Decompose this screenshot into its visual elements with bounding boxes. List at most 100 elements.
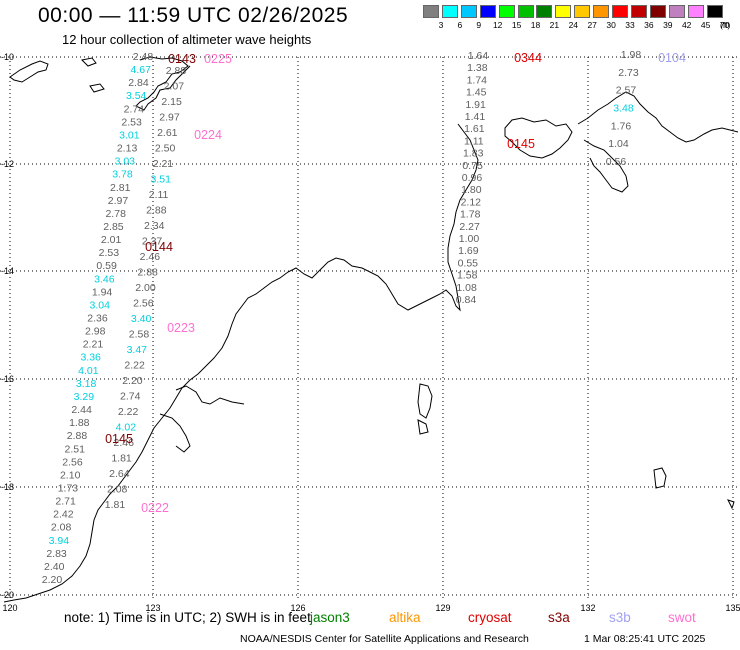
wave-height-observation: 2.37: [142, 236, 163, 248]
legend-swatch: [517, 5, 534, 18]
wave-height-observation: 4.01: [78, 365, 99, 377]
wave-height-observation: 1.04: [608, 138, 629, 150]
wave-height-observation: 3.94: [49, 535, 70, 547]
wave-height-observation: 2.53: [121, 116, 142, 128]
latitude-label: -10: [1, 52, 14, 62]
pass-time-label: 0143: [168, 52, 196, 66]
legend-label: 12: [492, 20, 503, 30]
wave-height-observation: 2.51: [65, 443, 86, 455]
legend-swatch: [460, 5, 477, 18]
satellite-key-cryosat: cryosat: [468, 610, 512, 625]
legend-swatch: [498, 5, 515, 18]
wave-height-observation: 2.57: [616, 85, 637, 97]
wave-height-observation: 2.20: [122, 375, 143, 387]
generated-timestamp: 1 Mar 08:25:41 UTC 2025: [584, 633, 706, 645]
wave-height-observation: 3.18: [76, 378, 97, 390]
wave-height-observation: 2.61: [157, 127, 178, 139]
wave-height-observation: 3.48: [613, 103, 634, 115]
legend-units: (ft): [720, 20, 731, 30]
wave-height-observation: 1.78: [460, 209, 481, 221]
latitude-label: -12: [1, 159, 14, 169]
wave-height-observation: 1.64: [468, 50, 489, 62]
legend-swatch: [536, 5, 553, 18]
lat-lon-grid: [0, 56, 740, 600]
wave-height-observation: 1.74: [467, 74, 488, 86]
wave-height-observation: 2.53: [99, 247, 120, 259]
wave-height-observation: 4.02: [116, 422, 137, 434]
wave-height-observation: 2.84: [128, 77, 149, 89]
wave-height-observation: 2.98: [85, 326, 106, 338]
coastline-northeast-peninsula: [577, 91, 739, 143]
wave-height-observation: 1.58: [457, 270, 478, 282]
wave-height-observation: 2.46: [140, 251, 161, 263]
legend-label: 9: [476, 20, 482, 30]
wave-height-observation: 0.59: [96, 260, 117, 272]
map-subtitle: 12 hour collection of altimeter wave hei…: [62, 32, 312, 47]
wave-height-observation: 2.08: [107, 484, 128, 496]
wave-height-observation: 2.42: [53, 509, 74, 521]
legend-swatch: [649, 5, 666, 18]
wave-height-observation: 2.88: [67, 430, 88, 442]
wave-height-observation: 1.88: [69, 417, 90, 429]
coastline: [3, 56, 739, 603]
pass-time-label: 0145: [507, 137, 535, 151]
wave-height-observation: 2.85: [103, 221, 124, 233]
legend-label: 42: [681, 20, 692, 30]
wave-height-observation: 3.51: [151, 174, 172, 186]
wave-height-observation: 1.83: [463, 148, 484, 160]
satellite-key-s3a: s3a: [548, 610, 570, 625]
coastline-mainland: [3, 123, 479, 603]
wave-height-observation: 0.96: [462, 172, 483, 184]
legend-swatch: [593, 5, 610, 18]
wave-height-observation: 2.56: [62, 456, 83, 468]
coastline-northeast: [504, 117, 573, 159]
legend-swatch: [441, 5, 458, 18]
pass-time-label: 0223: [167, 321, 195, 335]
coastline-gulf-inlet: [175, 385, 245, 405]
wave-height-observation: 2.71: [55, 496, 76, 508]
wave-height-observation: 1.73: [58, 482, 79, 494]
pass-time-label: 0344: [514, 51, 542, 65]
satellite-tracks: 2.484.672.843.542.742.533.012.133.033.78…: [42, 49, 642, 586]
wave-height-observation: 2.21: [153, 158, 174, 170]
wave-height-observation: 1.38: [467, 62, 488, 74]
legend-label: 24: [568, 20, 579, 30]
coastline-islet: [89, 83, 105, 93]
legend-swatch: [574, 5, 591, 18]
pass-time-label: 0222: [141, 501, 169, 515]
wave-height-observation: 2.81: [110, 182, 131, 194]
map-title: 00:00 — 11:59 UTC 02/26/2025: [38, 4, 349, 27]
wave-height-observation: 1.61: [464, 123, 485, 135]
wave-height-observation: 2.07: [164, 81, 185, 93]
wave-height-observation: 2.15: [161, 96, 182, 108]
coastline-island-east: [727, 499, 735, 510]
wave-height-observation: 2.10: [60, 469, 81, 481]
wave-height-observation: 2.83: [46, 548, 67, 560]
wave-height-observation: 2.27: [459, 221, 480, 233]
coastline-island: [417, 419, 429, 435]
wave-height-observation: 2.00: [135, 282, 156, 294]
pass-time-label: 0144: [145, 240, 173, 254]
coastline-island: [417, 383, 433, 419]
wave-height-observation: 2.64: [109, 468, 130, 480]
wave-height-observation: 2.40: [44, 561, 65, 573]
wave-height-observation: 3.78: [112, 169, 133, 181]
legend-label: 36: [644, 20, 654, 30]
wave-height-observation: 2.56: [133, 298, 154, 310]
wave-height-observation: 2.44: [71, 404, 92, 416]
latitude-label: -20: [1, 590, 14, 600]
legend-swatch: [706, 5, 723, 18]
legend-swatch: [555, 5, 572, 18]
coastline-northeast-inland: [583, 139, 629, 193]
legend-swatch: [479, 5, 496, 18]
wave-height-observation: 3.36: [80, 352, 101, 364]
wave-height-observation: 2.48: [133, 51, 154, 63]
wave-height-observation: 1.80: [461, 184, 482, 196]
wave-height-observation: 2.50: [155, 143, 176, 155]
legend-swatch: [668, 5, 685, 18]
wave-height-observation: 2.58: [129, 329, 150, 341]
wave-height-observation: 3.03: [115, 156, 136, 168]
legend-label: 39: [663, 20, 673, 30]
longitude-label: 135: [725, 603, 740, 613]
